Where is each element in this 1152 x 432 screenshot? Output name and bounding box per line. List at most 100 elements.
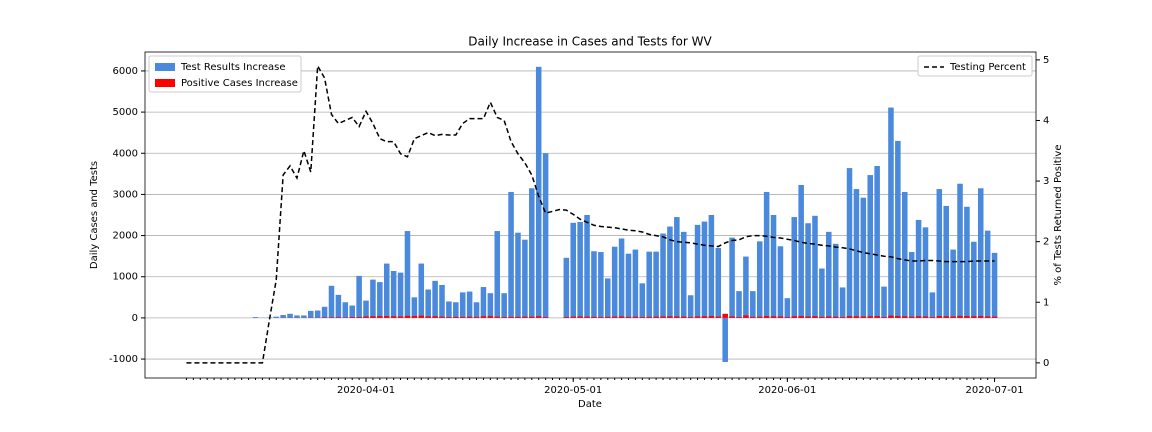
- bar: [667, 316, 673, 318]
- bar: [535, 66, 542, 318]
- bar: [563, 257, 570, 318]
- bar: [411, 297, 418, 318]
- bar: [756, 316, 763, 318]
- bar: [874, 166, 880, 318]
- bar: [701, 316, 708, 318]
- bar: [971, 241, 977, 318]
- bar: [708, 316, 715, 318]
- bar: [674, 217, 680, 318]
- bar: [335, 317, 342, 318]
- bar: [832, 243, 839, 318]
- bar: [860, 316, 867, 318]
- bar: [363, 316, 369, 318]
- x-tick-label: 2020-04-01: [337, 385, 395, 396]
- bar: [383, 316, 390, 318]
- bar: [729, 237, 735, 318]
- bar: [943, 316, 949, 318]
- bar: [577, 221, 583, 318]
- bar: [397, 316, 404, 318]
- bar: [902, 316, 908, 318]
- bar: [618, 316, 625, 318]
- legend-swatch: [155, 63, 175, 71]
- bar: [252, 317, 259, 318]
- bar: [453, 316, 459, 318]
- bar: [584, 316, 590, 318]
- bar: [480, 287, 487, 318]
- bar: [432, 316, 438, 318]
- bar: [390, 270, 397, 318]
- bar: [273, 316, 279, 318]
- bar: [908, 316, 915, 318]
- x-tick-label: 2020-05-01: [544, 385, 602, 396]
- bar: [770, 215, 777, 318]
- bar: [984, 230, 991, 318]
- bar: [680, 316, 687, 318]
- bar: [922, 227, 929, 318]
- bar: [598, 317, 604, 318]
- bar: [846, 316, 853, 318]
- bar: [453, 302, 459, 318]
- bar: [915, 219, 922, 318]
- bar: [819, 268, 825, 318]
- bar: [853, 189, 860, 318]
- bar: [418, 263, 425, 318]
- bar: [853, 316, 860, 318]
- bar: [798, 316, 804, 318]
- bar: [639, 317, 646, 318]
- bar: [722, 313, 728, 318]
- x-axis-label: Date: [578, 399, 602, 410]
- bar: [356, 275, 362, 318]
- bar: [784, 317, 791, 318]
- bar: [404, 231, 411, 318]
- bar: [984, 316, 991, 318]
- bar: [895, 140, 901, 318]
- bar: [501, 317, 507, 318]
- bar: [591, 251, 597, 318]
- y2-tick-label: 3: [1043, 176, 1049, 187]
- bar: [529, 316, 535, 318]
- bar: [839, 317, 846, 318]
- bar: [618, 238, 625, 318]
- bar: [694, 316, 701, 318]
- bar: [729, 316, 735, 318]
- bar: [321, 317, 328, 318]
- bar: [425, 316, 431, 318]
- bar: [605, 316, 611, 318]
- bar: [653, 316, 659, 318]
- y-tick-label: 6000: [113, 66, 138, 77]
- bar: [598, 252, 604, 318]
- bar: [508, 316, 514, 318]
- bar: [639, 283, 646, 318]
- bar: [687, 295, 694, 318]
- bar: [301, 315, 307, 318]
- bar: [791, 217, 798, 318]
- y2-tick-label: 2: [1043, 237, 1049, 248]
- bar: [929, 292, 936, 318]
- bar: [687, 317, 694, 318]
- bar: [805, 223, 811, 318]
- y2-tick-label: 4: [1043, 115, 1049, 126]
- bar: [867, 316, 873, 318]
- bar: [902, 191, 908, 318]
- y-tick-label: 2000: [113, 231, 138, 242]
- bar: [570, 222, 576, 318]
- bar: [977, 188, 984, 318]
- bar: [991, 252, 998, 318]
- bar: [294, 315, 300, 318]
- bar: [888, 107, 894, 318]
- bar: [736, 291, 742, 318]
- bar: [515, 316, 521, 318]
- bar: [432, 280, 438, 318]
- bar: [425, 289, 431, 318]
- bar: [653, 251, 659, 318]
- chart-title: Daily Increase in Cases and Tests for WV: [468, 35, 712, 49]
- bar: [791, 316, 798, 318]
- bar: [377, 282, 383, 318]
- bar: [694, 224, 701, 318]
- bar: [957, 315, 963, 318]
- bar: [964, 316, 970, 318]
- bar: [819, 316, 825, 318]
- bar: [977, 316, 984, 318]
- bar: [404, 315, 411, 318]
